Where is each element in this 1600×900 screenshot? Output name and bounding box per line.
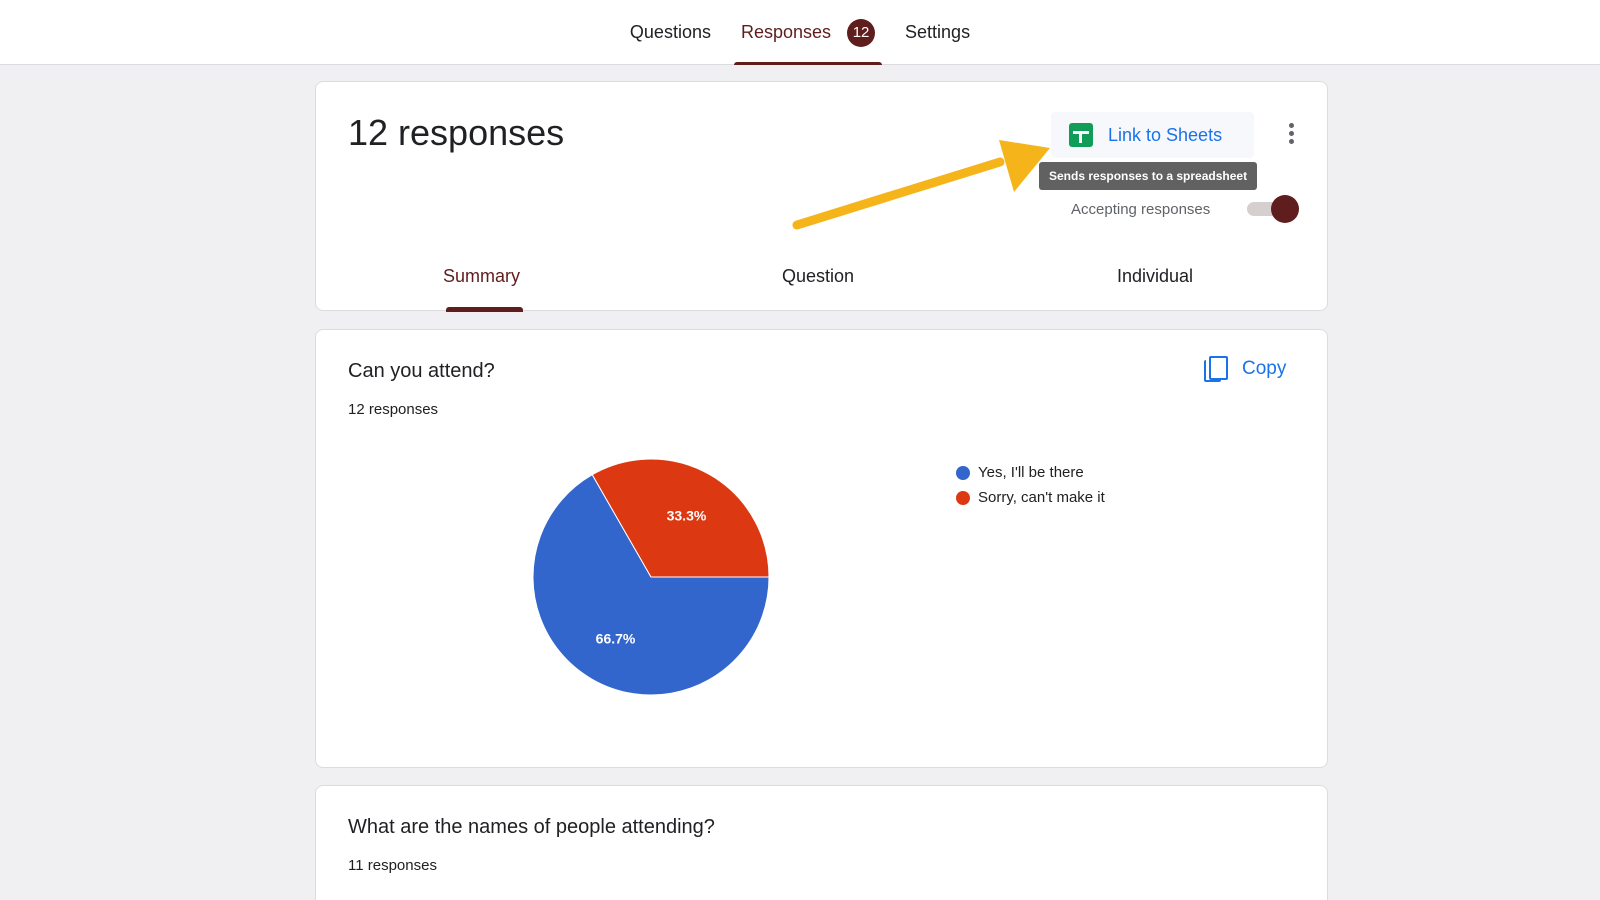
tab-responses-label: Responses xyxy=(740,22,832,42)
tab-settings-label: Settings xyxy=(905,22,971,42)
pie-legend: Yes, I'll be there Sorry, can't make it xyxy=(956,460,1105,510)
pie-slice-0 xyxy=(532,474,770,696)
response-view-tabs: Summary Question Individual xyxy=(316,252,1329,312)
question-response-count: 11 responses xyxy=(348,857,437,874)
accepting-responses-label: Accepting responses xyxy=(1071,201,1211,218)
accepting-responses-toggle[interactable] xyxy=(1247,195,1301,223)
link-to-sheets-label: Link to Sheets xyxy=(1108,124,1223,145)
subtab-individual[interactable]: Individual xyxy=(1117,266,1194,286)
tab-questions[interactable]: Questions xyxy=(619,0,722,65)
main-tabs: Questions Responses 12 Settings xyxy=(0,0,1600,65)
question-card-names: What are the names of people attending? … xyxy=(315,785,1328,900)
responses-count-badge: 12 xyxy=(847,18,876,47)
copy-chart-button[interactable]: Copy xyxy=(1204,354,1286,384)
tab-questions-label: Questions xyxy=(629,22,711,42)
responses-title: 12 responses xyxy=(348,112,565,153)
legend-swatch-0 xyxy=(956,465,970,480)
top-bar: Questions Responses 12 Settings xyxy=(0,0,1600,65)
responses-header-card: 12 responses Link to Sheets Sends respon… xyxy=(315,81,1329,312)
copy-icon xyxy=(1204,356,1228,382)
copy-label: Copy xyxy=(1242,358,1287,379)
legend-label-1: Sorry, can't make it xyxy=(978,489,1105,506)
legend-swatch-1 xyxy=(956,490,970,505)
question-title: Can you attend? xyxy=(348,360,495,382)
question-card-attend: Can you attend? 12 responses Copy 66.7% 3… xyxy=(315,329,1328,768)
tab-responses[interactable]: Responses 12 xyxy=(730,0,886,65)
pie-slice-label-1: 33.3% xyxy=(667,508,707,524)
attendance-pie-chart: 66.7% 33.3% xyxy=(532,458,770,696)
question-response-count: 12 responses xyxy=(348,401,439,418)
legend-item-1: Sorry, can't make it xyxy=(956,485,1105,510)
summary-active-indicator xyxy=(446,307,523,312)
link-sheets-tooltip: Sends responses to a spreadsheet xyxy=(1039,162,1258,190)
subtab-question[interactable]: Question xyxy=(782,266,855,286)
link-to-sheets-button[interactable]: Link to Sheets xyxy=(1051,112,1254,158)
more-options-icon[interactable] xyxy=(1281,120,1301,150)
legend-item-0: Yes, I'll be there xyxy=(956,460,1105,485)
question-title: What are the names of people attending? xyxy=(348,816,715,838)
tab-settings[interactable]: Settings xyxy=(894,0,981,65)
sheets-icon xyxy=(1069,123,1093,147)
legend-label-0: Yes, I'll be there xyxy=(978,464,1084,481)
pie-slice-1 xyxy=(591,458,770,578)
subtab-summary[interactable]: Summary xyxy=(443,266,521,286)
pie-slice-label-0: 66.7% xyxy=(596,630,636,646)
